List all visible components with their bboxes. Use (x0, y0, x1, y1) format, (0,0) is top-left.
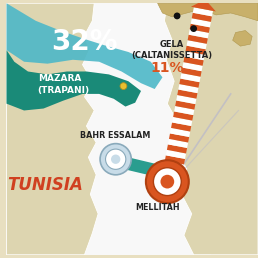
Text: TUNISIA: TUNISIA (7, 175, 83, 194)
Text: MELLITAH: MELLITAH (135, 204, 180, 212)
Polygon shape (181, 68, 201, 77)
Text: GELA
(CALTANISSETTA): GELA (CALTANISSETTA) (132, 40, 213, 60)
Circle shape (174, 12, 181, 19)
Polygon shape (177, 90, 197, 99)
Polygon shape (186, 46, 206, 55)
Circle shape (190, 25, 197, 32)
Polygon shape (191, 18, 211, 27)
Polygon shape (158, 3, 258, 21)
Circle shape (160, 175, 174, 189)
Text: 32%: 32% (51, 28, 118, 56)
Polygon shape (183, 57, 204, 66)
Polygon shape (6, 3, 163, 89)
Polygon shape (188, 35, 208, 44)
Polygon shape (179, 79, 199, 88)
Polygon shape (164, 161, 184, 170)
Circle shape (106, 149, 126, 169)
Polygon shape (167, 144, 187, 154)
Polygon shape (192, 13, 212, 22)
Polygon shape (6, 50, 141, 110)
Polygon shape (6, 3, 98, 255)
Polygon shape (233, 30, 252, 46)
Polygon shape (164, 3, 258, 255)
Polygon shape (163, 166, 183, 175)
Polygon shape (165, 155, 185, 164)
Polygon shape (191, 0, 216, 11)
Polygon shape (172, 117, 192, 126)
Polygon shape (173, 111, 193, 120)
Polygon shape (170, 128, 190, 137)
Polygon shape (182, 62, 203, 71)
Polygon shape (171, 123, 191, 132)
Polygon shape (184, 51, 205, 60)
Polygon shape (190, 24, 210, 33)
Circle shape (111, 155, 120, 164)
Text: BAHR ESSALAM: BAHR ESSALAM (80, 131, 151, 140)
Text: 11%: 11% (151, 61, 184, 75)
Text: MAZARA
(TRAPANI): MAZARA (TRAPANI) (38, 74, 90, 95)
Circle shape (120, 83, 127, 90)
Polygon shape (189, 29, 209, 38)
Polygon shape (166, 150, 186, 159)
Polygon shape (176, 95, 196, 104)
Polygon shape (162, 172, 182, 181)
Polygon shape (178, 84, 198, 93)
Polygon shape (193, 7, 213, 17)
Polygon shape (80, 3, 211, 255)
Polygon shape (168, 139, 188, 148)
Polygon shape (180, 73, 200, 82)
Circle shape (154, 168, 181, 196)
Circle shape (146, 160, 189, 203)
Circle shape (100, 144, 131, 175)
Polygon shape (175, 101, 195, 110)
Polygon shape (174, 106, 194, 115)
Polygon shape (169, 133, 189, 142)
Polygon shape (161, 177, 181, 186)
Polygon shape (187, 40, 207, 49)
